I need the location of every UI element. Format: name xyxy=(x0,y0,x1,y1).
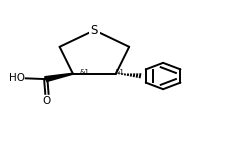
Text: &1: &1 xyxy=(80,69,89,75)
Text: &1: &1 xyxy=(115,69,125,75)
Text: O: O xyxy=(43,96,51,106)
Polygon shape xyxy=(45,73,73,82)
Text: S: S xyxy=(91,24,98,37)
Text: HO: HO xyxy=(9,73,25,83)
